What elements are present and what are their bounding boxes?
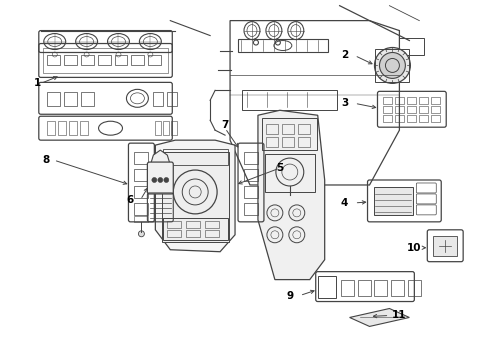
Circle shape (152, 177, 157, 183)
Bar (341, 280, 354, 296)
Text: 4: 4 (341, 198, 348, 208)
Bar (392, 280, 404, 296)
Text: 1: 1 (34, 78, 42, 88)
Bar (384, 106, 392, 113)
Bar (407, 97, 416, 104)
Bar (433, 236, 457, 256)
Bar (98, 55, 111, 66)
Bar (134, 216, 148, 222)
Bar (167, 92, 177, 106)
Bar (47, 121, 55, 135)
Bar (81, 92, 94, 106)
Text: 6: 6 (127, 195, 134, 205)
Bar (80, 121, 88, 135)
Circle shape (164, 177, 169, 183)
Circle shape (138, 231, 145, 237)
Bar (131, 55, 145, 66)
Bar (134, 186, 148, 198)
Bar (47, 92, 60, 106)
Bar (419, 97, 428, 104)
Text: 5: 5 (276, 163, 284, 173)
Polygon shape (150, 150, 171, 165)
Bar (163, 218, 228, 240)
Bar (318, 276, 336, 298)
Bar (244, 203, 258, 215)
Bar (155, 121, 161, 135)
Bar (163, 149, 228, 165)
Bar (419, 106, 428, 113)
Bar (266, 124, 278, 134)
Bar (431, 106, 440, 113)
Bar (262, 118, 317, 150)
Bar (431, 97, 440, 104)
Bar (407, 115, 416, 122)
Bar (205, 230, 219, 237)
Bar (384, 97, 392, 104)
Bar (134, 203, 148, 215)
Text: 10: 10 (407, 243, 421, 253)
Bar (69, 121, 76, 135)
Polygon shape (349, 309, 409, 327)
Bar (244, 152, 258, 164)
Bar (64, 92, 76, 106)
Bar (134, 169, 148, 181)
Bar (395, 97, 404, 104)
Bar (266, 137, 278, 147)
Bar (186, 230, 200, 237)
Bar (384, 115, 392, 122)
Bar (265, 154, 315, 192)
Bar (58, 121, 66, 135)
Bar (282, 137, 294, 147)
Bar (153, 92, 163, 106)
Bar (282, 124, 294, 134)
Circle shape (158, 177, 163, 183)
Bar (64, 55, 76, 66)
Text: 11: 11 (392, 310, 407, 320)
Bar (167, 221, 181, 228)
Bar (244, 169, 258, 181)
Bar (43, 48, 168, 73)
Bar (395, 106, 404, 113)
Bar (419, 115, 428, 122)
Text: 9: 9 (286, 291, 294, 301)
Bar (408, 280, 421, 296)
Bar (395, 115, 404, 122)
Bar (399, 37, 424, 55)
Bar (374, 280, 388, 296)
Circle shape (379, 53, 405, 78)
Bar (162, 152, 229, 242)
Text: 3: 3 (341, 98, 348, 108)
Bar (47, 55, 60, 66)
Bar (375, 49, 409, 82)
Bar (205, 221, 219, 228)
Text: 2: 2 (341, 50, 348, 60)
FancyBboxPatch shape (147, 162, 173, 194)
Bar (134, 152, 148, 164)
Polygon shape (155, 140, 235, 252)
Bar (298, 124, 310, 134)
Text: 7: 7 (221, 120, 229, 130)
Bar (163, 121, 169, 135)
Bar (186, 221, 200, 228)
Bar (244, 186, 258, 198)
Bar (373, 187, 414, 215)
Bar (81, 55, 94, 66)
Bar (242, 90, 337, 110)
Bar (407, 106, 416, 113)
Bar (238, 39, 328, 53)
Bar (358, 280, 370, 296)
Bar (298, 137, 310, 147)
Bar (172, 121, 177, 135)
Polygon shape (258, 110, 325, 280)
Bar (167, 230, 181, 237)
Bar (115, 55, 127, 66)
Text: 8: 8 (42, 155, 49, 165)
Bar (431, 115, 440, 122)
Circle shape (374, 48, 410, 84)
Bar (148, 55, 161, 66)
